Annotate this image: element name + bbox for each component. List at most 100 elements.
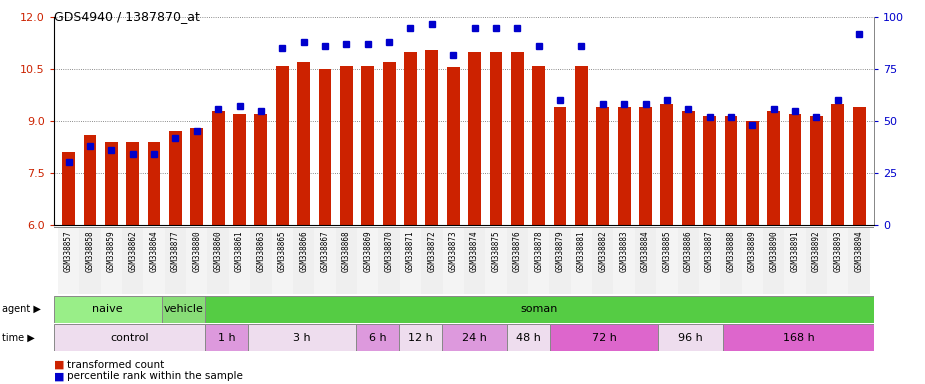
Text: GSM338860: GSM338860 [214, 230, 223, 271]
Bar [340, 66, 352, 225]
Bar [254, 114, 267, 225]
Bar [763, 227, 784, 294]
Text: GSM338867: GSM338867 [320, 230, 329, 271]
Text: 6 h: 6 h [369, 333, 387, 343]
Bar [165, 227, 186, 294]
Bar [554, 107, 566, 225]
Text: ■: ■ [54, 360, 64, 370]
Bar [639, 107, 652, 225]
Text: 3 h: 3 h [293, 333, 311, 343]
Text: soman: soman [521, 304, 558, 314]
Text: GSM338873: GSM338873 [449, 230, 458, 271]
Bar [248, 324, 356, 351]
Text: GSM338871: GSM338871 [406, 230, 415, 271]
Bar [742, 227, 763, 294]
Bar [721, 227, 742, 294]
Bar [723, 324, 874, 351]
Bar [54, 324, 204, 351]
Text: GSM338882: GSM338882 [598, 230, 608, 271]
Bar [592, 227, 613, 294]
Text: ■: ■ [54, 371, 64, 381]
Text: GSM338892: GSM338892 [812, 230, 820, 271]
Bar [186, 227, 207, 294]
Bar [659, 324, 723, 351]
Bar [507, 227, 528, 294]
Text: GSM338866: GSM338866 [299, 230, 308, 271]
Text: GSM338863: GSM338863 [256, 230, 265, 271]
Bar [101, 227, 122, 294]
Text: GSM338886: GSM338886 [684, 230, 693, 271]
Text: GSM338858: GSM338858 [85, 230, 94, 271]
Bar [297, 62, 310, 225]
Bar [362, 66, 374, 225]
Text: 1 h: 1 h [217, 333, 235, 343]
Text: GSM338887: GSM338887 [705, 230, 714, 271]
Bar [356, 324, 399, 351]
Bar [468, 52, 481, 225]
Bar [660, 104, 673, 225]
Bar [233, 114, 246, 225]
Bar [549, 227, 571, 294]
Bar [383, 62, 396, 225]
Bar [404, 52, 417, 225]
Bar [357, 227, 378, 294]
Bar [421, 227, 442, 294]
Bar [122, 227, 143, 294]
Text: GSM338890: GSM338890 [770, 230, 778, 271]
Text: GSM338859: GSM338859 [107, 230, 116, 271]
Text: GSM338885: GSM338885 [662, 230, 672, 271]
Text: GSM338883: GSM338883 [620, 230, 629, 271]
Text: GDS4940 / 1387870_at: GDS4940 / 1387870_at [54, 10, 200, 23]
Bar [784, 227, 806, 294]
Bar [314, 227, 336, 294]
Text: GSM338870: GSM338870 [385, 230, 394, 271]
Bar [378, 227, 400, 294]
Text: percentile rank within the sample: percentile rank within the sample [67, 371, 242, 381]
Bar [463, 227, 486, 294]
Bar [272, 227, 293, 294]
Bar [532, 66, 545, 225]
Text: GSM338864: GSM338864 [150, 230, 158, 271]
Bar [789, 114, 801, 225]
Bar [768, 111, 780, 225]
Bar [486, 227, 507, 294]
Text: agent ▶: agent ▶ [2, 304, 41, 314]
Bar [613, 227, 635, 294]
Text: GSM338891: GSM338891 [791, 230, 799, 271]
Bar [204, 324, 248, 351]
Bar [80, 227, 101, 294]
Bar [442, 227, 463, 294]
Bar [62, 152, 75, 225]
Bar [105, 142, 117, 225]
Text: GSM338876: GSM338876 [512, 230, 522, 271]
Text: GSM338888: GSM338888 [726, 230, 735, 271]
Bar [703, 116, 716, 225]
Bar [677, 227, 699, 294]
Text: transformed count: transformed count [67, 360, 164, 370]
Bar [528, 227, 549, 294]
Text: GSM338880: GSM338880 [192, 230, 202, 271]
Bar [635, 227, 656, 294]
Bar [204, 296, 874, 323]
Bar [148, 142, 160, 225]
Bar [827, 227, 848, 294]
Text: GSM338894: GSM338894 [855, 230, 864, 271]
Bar [426, 50, 438, 225]
Text: GSM338869: GSM338869 [364, 230, 372, 271]
Bar [597, 107, 610, 225]
Text: GSM338878: GSM338878 [534, 230, 543, 271]
Bar [618, 107, 631, 225]
Bar [400, 227, 421, 294]
Text: GSM338862: GSM338862 [129, 230, 137, 271]
Text: time ▶: time ▶ [2, 333, 34, 343]
Text: GSM338881: GSM338881 [577, 230, 586, 271]
Text: GSM338868: GSM338868 [342, 230, 351, 271]
Text: 12 h: 12 h [408, 333, 433, 343]
Text: 168 h: 168 h [783, 333, 814, 343]
Bar [550, 324, 659, 351]
Bar [293, 227, 315, 294]
Text: 72 h: 72 h [592, 333, 617, 343]
Bar [207, 227, 228, 294]
Bar [656, 227, 677, 294]
Text: GSM338861: GSM338861 [235, 230, 244, 271]
